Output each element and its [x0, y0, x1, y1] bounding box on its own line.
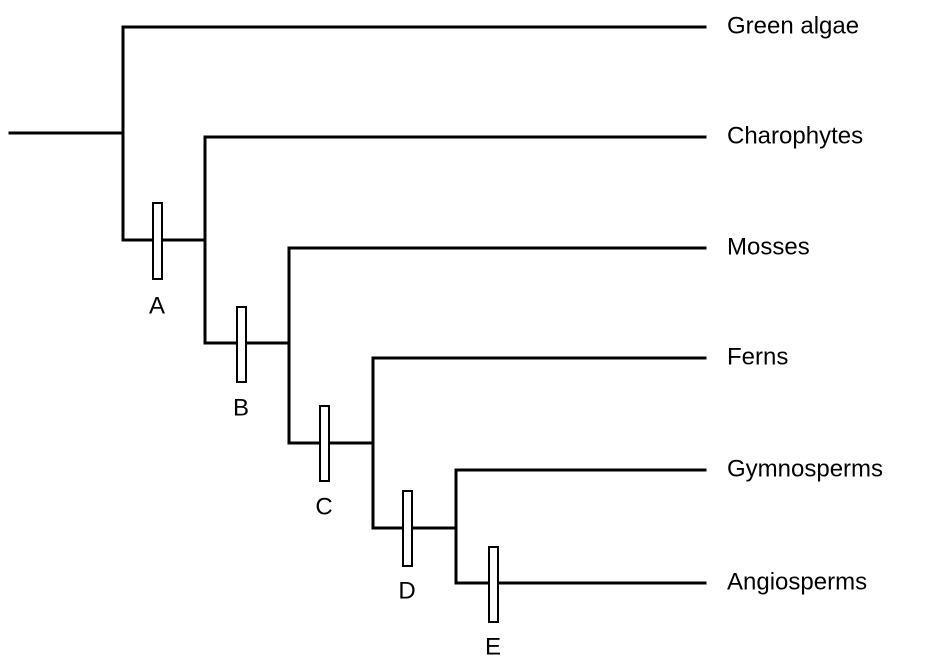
taxon-label: Charophytes — [727, 122, 863, 149]
node-label: C — [315, 493, 332, 520]
trait-marker — [402, 490, 413, 567]
taxon-label: Angiosperms — [727, 568, 867, 595]
trait-marker — [488, 546, 499, 623]
taxon-label: Ferns — [727, 343, 788, 370]
branches — [8, 25, 707, 585]
taxon-label: Green algae — [727, 12, 859, 39]
trait-marker — [236, 306, 247, 383]
node-label: E — [485, 633, 501, 659]
node-label: D — [398, 577, 415, 604]
branch — [371, 468, 707, 585]
taxon-label: Mosses — [727, 233, 810, 260]
taxon-label: Gymnosperms — [727, 455, 883, 482]
node-label: B — [233, 394, 249, 421]
branch — [203, 246, 707, 445]
branch — [8, 25, 707, 242]
branch — [287, 356, 707, 530]
trait-marker — [319, 405, 330, 482]
branch — [121, 135, 707, 345]
trait-markers — [152, 202, 499, 623]
node-label: A — [149, 292, 165, 319]
trait-marker — [152, 202, 163, 280]
